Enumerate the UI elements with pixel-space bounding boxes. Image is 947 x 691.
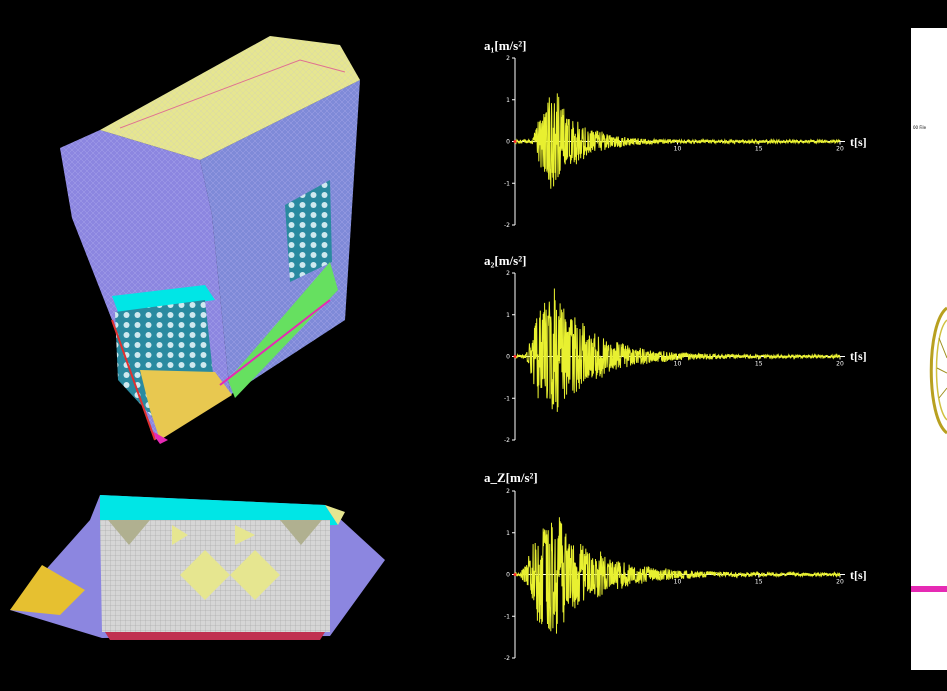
structural-model-views (10, 36, 385, 640)
chart-3-ytick-label: 0 (506, 572, 510, 579)
chart-1-ytick-label: 1 (506, 97, 510, 104)
chart-3-ytick-label: 2 (506, 488, 510, 495)
chart-2-ytick-label: -2 (504, 437, 510, 444)
chart-2-xlabel: t[s] (850, 349, 867, 363)
chart-2-xtick-label: 10 (674, 361, 682, 368)
model-plan-view (10, 495, 385, 640)
chart-3-ytick-label: -2 (504, 655, 510, 662)
chart-2-ylabel: a₂[m/s²] (484, 253, 527, 268)
chart-3-ytick-label: -1 (504, 613, 510, 620)
chart-3-xtick-label: 20 (836, 579, 844, 586)
chart-2-ytick-label: 0 (506, 354, 510, 361)
chart-1-xtick-label: 15 (755, 146, 763, 153)
chart-3-xlabel: t[s] (850, 568, 867, 582)
chart-2-ytick-label: 1 (506, 312, 510, 319)
acceleration-charts: a₁[m/s²] t[s] a₂[m/s²] t[s] a_Z[m/s²] t[… (440, 0, 910, 691)
chart-2-ytick-label: -1 (504, 395, 510, 402)
chart-1-ytick-label: -1 (504, 180, 510, 187)
model-3d-view (60, 36, 360, 444)
chart-3-xtick-label: 10 (674, 579, 682, 586)
chart-2-origin-point (513, 355, 517, 358)
chart-3-origin-point (513, 573, 517, 576)
right-panel-caption: 00 File (913, 125, 927, 130)
chart-3-xtick-label: 15 (755, 579, 763, 586)
chart-1-origin-point (513, 140, 517, 143)
right-figure-panel: 00 File (911, 28, 947, 670)
chart-1-xlabel: t[s] (850, 135, 867, 149)
chart-2-series-line (514, 288, 841, 412)
ring-model-icon (911, 306, 947, 592)
chart-1-ytick-label: 0 (506, 139, 510, 146)
chart-2-xtick-label: 20 (836, 361, 844, 368)
chart-1-series-line (514, 93, 841, 189)
chart-3-ylabel: a_Z[m/s²] (484, 470, 538, 485)
chart-1-ytick-label: 2 (506, 55, 510, 62)
chart-1-ylabel: a₁[m/s²] (484, 38, 527, 53)
chart-1-ytick-label: -2 (504, 222, 510, 229)
chart-3-series-line (514, 517, 841, 634)
chart-2-xtick-label: 15 (755, 361, 763, 368)
chart-1-xtick-label: 10 (674, 146, 682, 153)
chart-3-ytick-label: 1 (506, 530, 510, 537)
chart-2-ytick-label: 2 (506, 270, 510, 277)
chart-1-xtick-label: 20 (836, 146, 844, 153)
